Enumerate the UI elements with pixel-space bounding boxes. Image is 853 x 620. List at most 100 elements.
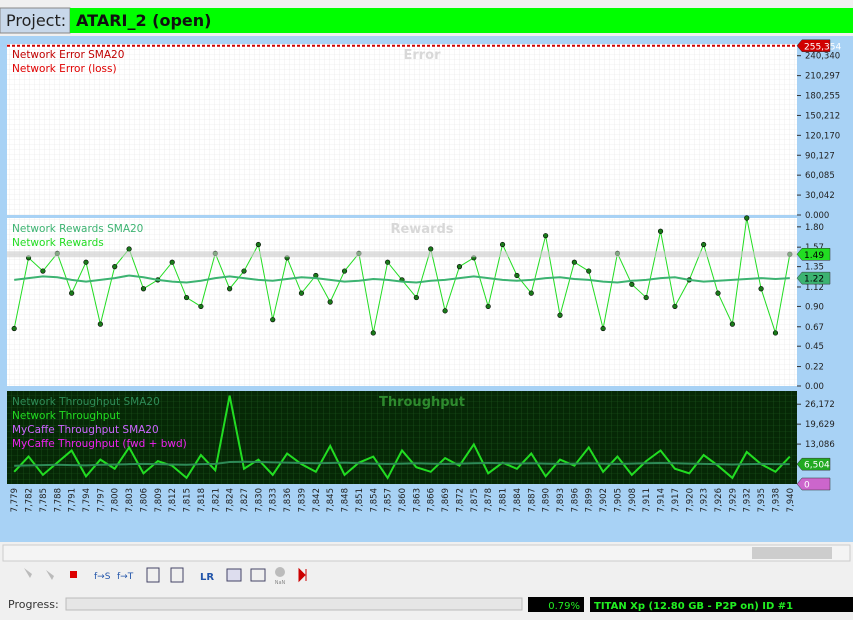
- legend-entry: Network Rewards: [12, 237, 104, 249]
- level-band: [7, 251, 797, 258]
- x-tick-label: 7,935: [757, 488, 767, 512]
- x-tick-label: 7,827: [240, 488, 250, 512]
- x-tick-label: 7,845: [326, 488, 336, 512]
- tool-icon[interactable]: [46, 570, 54, 580]
- level-flag-label: 0: [804, 481, 810, 491]
- data-point: [227, 286, 233, 292]
- scrollbar[interactable]: [2, 544, 851, 562]
- x-tick-label: 7,809: [154, 488, 164, 512]
- level-flag-label: 1.49: [804, 251, 824, 261]
- progress-bar: [65, 597, 523, 611]
- scroll-thumb[interactable]: [752, 547, 832, 559]
- x-tick-label: 7,803: [125, 488, 135, 512]
- legend-entry: MyCaffe Throughput (fwd + bwd): [12, 438, 187, 450]
- x-tick-label: 7,833: [269, 488, 279, 512]
- x-tick-label: 7,812: [168, 488, 178, 512]
- x-tick-label: 7,938: [771, 488, 781, 512]
- x-tick-label: 7,806: [139, 488, 149, 512]
- data-point: [69, 290, 75, 296]
- data-point: [255, 241, 261, 248]
- data-point: [83, 259, 89, 265]
- x-tick-label: 7,923: [700, 488, 710, 512]
- x-tick-label: 7,911: [642, 488, 652, 512]
- level-flag: [796, 39, 831, 53]
- project-box: [70, 8, 853, 33]
- tool-icon[interactable]: [250, 568, 266, 582]
- tool-icon[interactable]: [170, 567, 184, 583]
- lr-button[interactable]: LR: [200, 572, 214, 583]
- x-tick-label: 7,920: [685, 488, 695, 512]
- percent-box: [528, 597, 584, 612]
- legend-entry: Network Rewards SMA20: [12, 223, 143, 235]
- data-point: [758, 286, 764, 292]
- x-tick-label: 7,836: [283, 488, 293, 512]
- x-tick-label: 7,917: [671, 488, 681, 512]
- tool-icon[interactable]: [226, 568, 242, 582]
- x-tick-label: 7,851: [355, 488, 365, 512]
- level-flag: [796, 248, 831, 261]
- data-point: [270, 317, 276, 323]
- x-tick-label: 7,878: [484, 488, 494, 512]
- x-tick-label: 7,842: [312, 488, 322, 512]
- tool-icon[interactable]: f→T: [117, 572, 134, 582]
- x-tick-label: 7,893: [556, 488, 566, 512]
- data-point: [183, 294, 190, 301]
- tool-icon[interactable]: [24, 568, 32, 578]
- x-tick-label: 7,872: [455, 488, 465, 512]
- data-point: [643, 294, 649, 301]
- data-point: [126, 246, 132, 252]
- panel-grid: [7, 391, 797, 484]
- tool-icon[interactable]: f→S: [94, 572, 111, 582]
- data-point: [241, 268, 247, 274]
- tool-icon[interactable]: [275, 567, 285, 577]
- y-tick-label: 240,340: [805, 52, 840, 62]
- gpu-info: TITAN Xp (12.80 GB - P2P on) ID #1: [594, 601, 793, 612]
- x-tick-label: 7,824: [226, 488, 236, 512]
- x-tick-label: 7,800: [111, 488, 121, 512]
- series-line: [14, 460, 790, 467]
- level-flag: [796, 477, 831, 491]
- level-flag-label: 6,504: [804, 461, 830, 471]
- y-tick-label: 90,127: [805, 151, 835, 161]
- data-point: [442, 308, 448, 314]
- x-tick-label: 7,866: [427, 488, 437, 512]
- y-tick-label: 1.12: [805, 283, 824, 293]
- x-tick-label: 7,881: [499, 488, 509, 512]
- tool-icon[interactable]: [298, 567, 307, 583]
- y-tick-label: 30,042: [805, 191, 835, 201]
- y-tick-label: 0.22: [805, 363, 824, 373]
- x-tick-label: 7,818: [197, 488, 207, 512]
- y-tick-label: 19,629: [805, 420, 835, 430]
- x-tick-label: 7,869: [441, 488, 451, 512]
- y-tick-label: 0.90: [805, 302, 824, 312]
- data-point: [413, 294, 419, 301]
- data-point: [629, 281, 635, 287]
- x-tick-label: 7,932: [743, 488, 753, 512]
- tool-icon[interactable]: [146, 567, 160, 583]
- x-tick-label: 7,797: [96, 488, 106, 512]
- stop-icon[interactable]: [70, 571, 77, 578]
- x-tick-label: 7,782: [25, 488, 35, 512]
- data-point: [456, 264, 463, 270]
- panel-title: Throughput: [379, 395, 465, 410]
- x-tick-label: 7,821: [211, 488, 221, 512]
- project-name: ATARI_2 (open): [76, 11, 211, 30]
- panel-grid: [7, 44, 797, 215]
- data-point: [298, 290, 305, 296]
- legend-entry: Network Error SMA20: [12, 49, 124, 61]
- x-tick-label: 7,863: [412, 488, 422, 512]
- progress-label: Progress:: [8, 598, 59, 611]
- x-tick-label: 7,929: [728, 488, 738, 512]
- data-point: [485, 303, 491, 310]
- data-point: [499, 241, 506, 248]
- x-tick-label: 7,902: [599, 488, 609, 512]
- x-tick-label: 7,899: [585, 488, 595, 512]
- level-flag: [796, 457, 831, 471]
- x-tick-label: 7,887: [527, 488, 537, 512]
- x-tick-label: 7,908: [628, 488, 638, 512]
- x-tick-label: 7,854: [369, 488, 379, 512]
- x-tick-label: 7,940: [786, 488, 796, 512]
- data-point: [140, 286, 147, 292]
